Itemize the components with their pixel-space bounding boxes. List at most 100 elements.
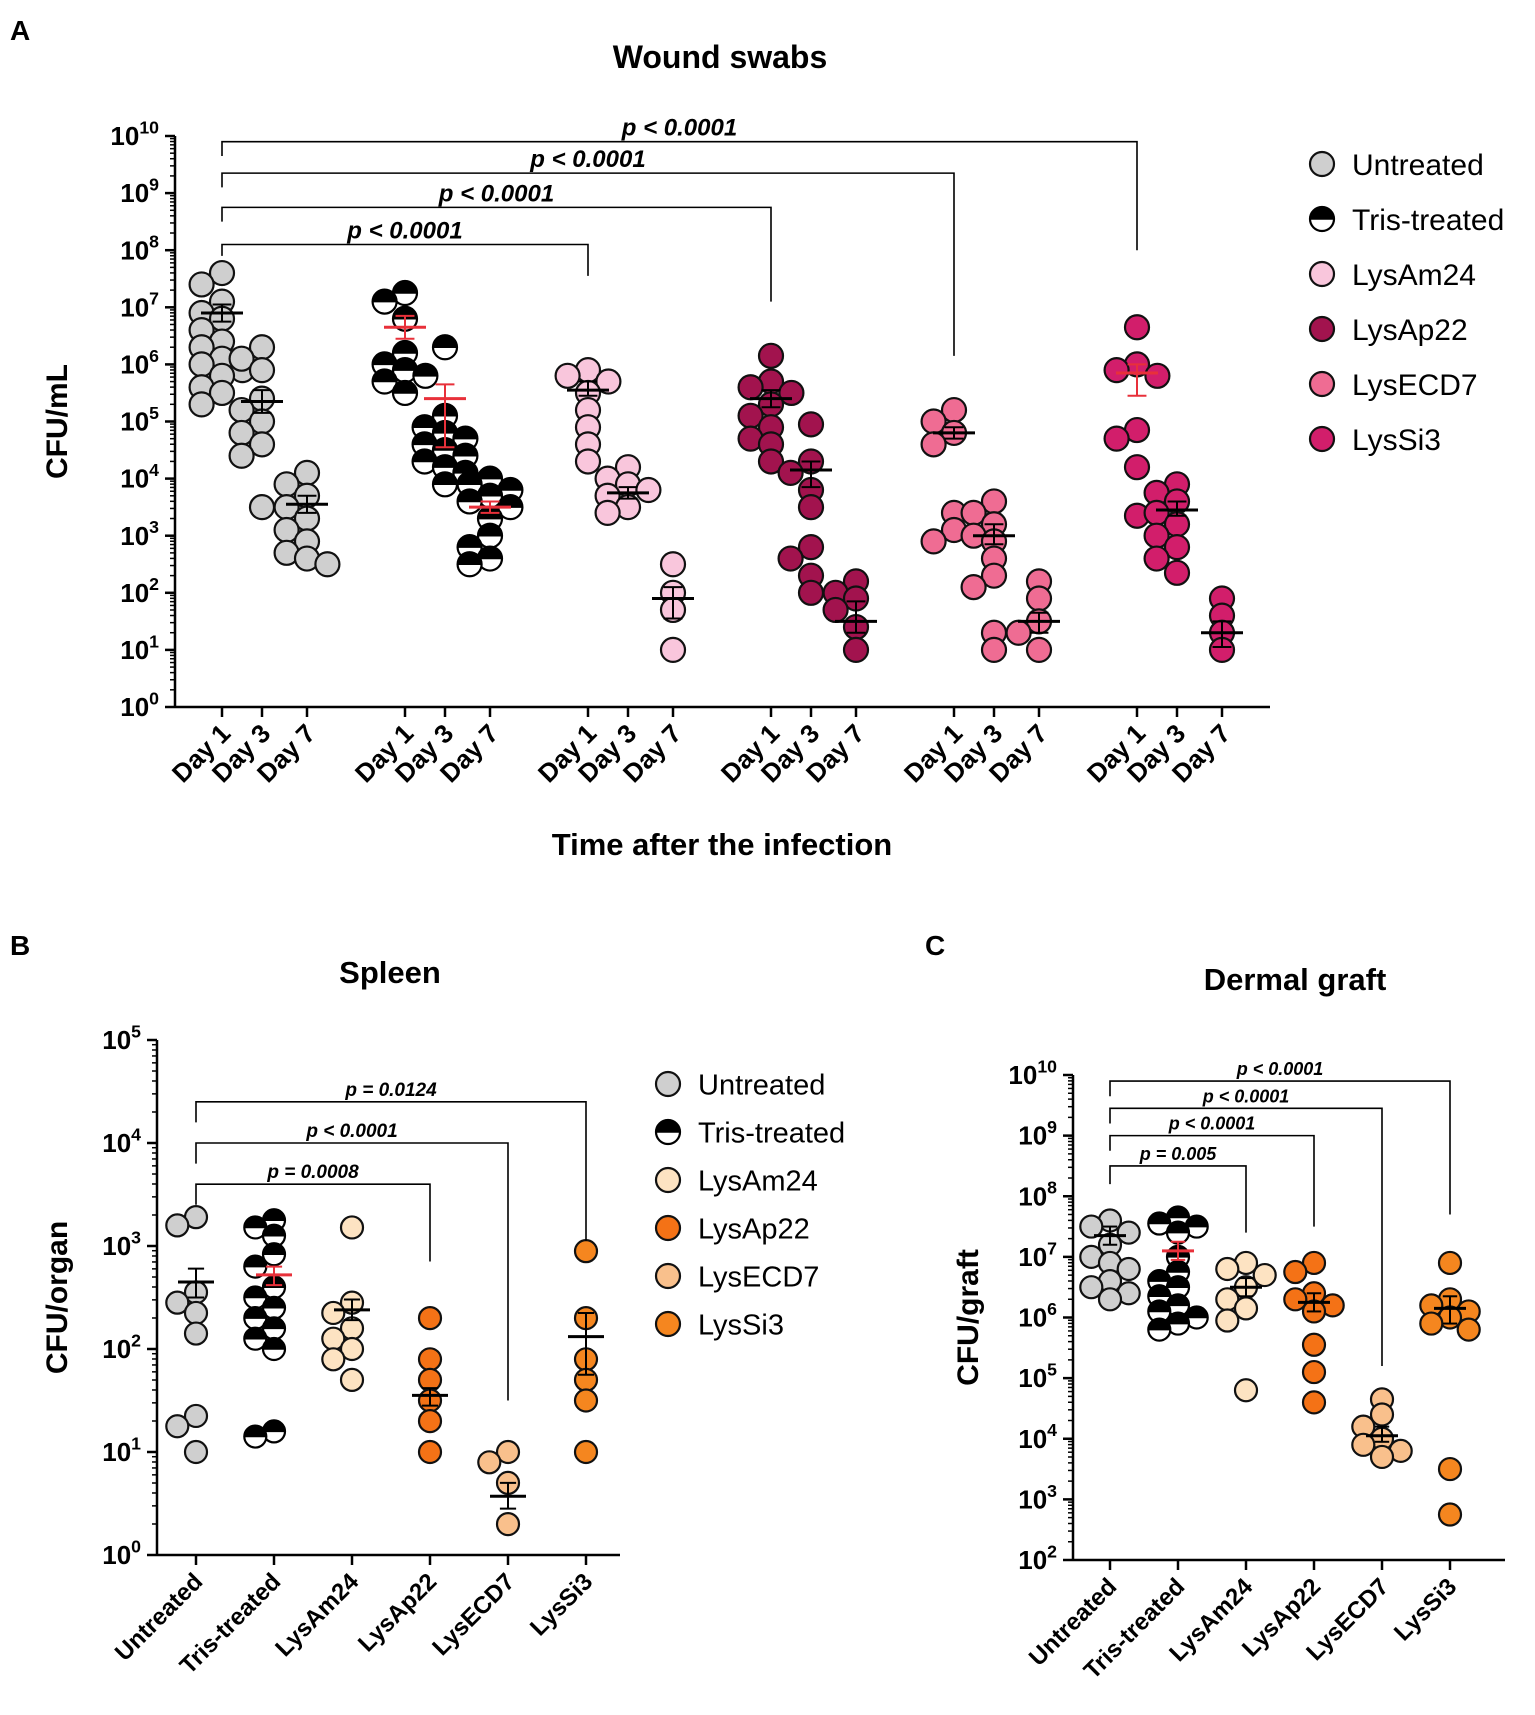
p-value-label: p < 0.0001: [1168, 1114, 1256, 1134]
data-point: [1184, 1214, 1209, 1239]
legend-marker: [654, 1214, 682, 1242]
mean-sem-bar: [424, 383, 466, 449]
mean-sem-bar: [1156, 500, 1198, 517]
data-point: [1437, 1456, 1463, 1482]
mean-sem-bar: [1162, 1240, 1194, 1261]
data-point: [417, 1347, 443, 1372]
data-point: [757, 448, 785, 475]
data-point: [188, 391, 215, 418]
data-point: [248, 431, 276, 458]
data-point: [1079, 1214, 1104, 1239]
data-point: [411, 448, 438, 475]
panel-b-spleen: Spleen 100 101 102 103 104 105 CFU/organ Untreat…: [41, 955, 845, 1680]
data-point: [737, 374, 764, 401]
data-point: [339, 1336, 365, 1362]
group-lyssi3: [1103, 314, 1243, 664]
data-point: [417, 1439, 443, 1465]
comparison-bracket: p < 0.0001: [221, 180, 772, 302]
data-point: [228, 345, 255, 372]
data-point: [417, 1305, 443, 1331]
data-point: [1165, 1220, 1191, 1245]
data-point: [248, 494, 276, 521]
mean-sem-bar: [973, 523, 1015, 546]
group-lysecd7: [920, 396, 1060, 664]
data-point: [495, 1511, 521, 1537]
mean-sem-bar: [607, 486, 649, 500]
data-point: [495, 1439, 521, 1465]
data-point: [1147, 1211, 1172, 1236]
mean-sem-bar: [1018, 611, 1060, 634]
legend-marker: [654, 1118, 682, 1146]
data-point: [980, 562, 1008, 589]
y-tick-label: 105: [102, 1021, 141, 1055]
data-point: [248, 357, 276, 384]
data-point: [757, 342, 785, 369]
y-tick-label: 107: [1018, 1238, 1057, 1272]
data-point: [797, 579, 825, 606]
group-lysap22: [737, 342, 877, 664]
data-point: [183, 1439, 209, 1465]
p-value-label: p < 0.0001: [621, 115, 737, 142]
data-point: [228, 442, 255, 469]
mean-sem-bar: [1366, 1425, 1398, 1443]
comparison-bracket: p = 0.0008: [195, 1162, 431, 1262]
data-point: [594, 499, 621, 526]
group-untreated: [165, 1205, 214, 1465]
y-tick-label: 108: [120, 232, 159, 266]
x-tick-label: LysECD7: [427, 1568, 520, 1661]
data-point: [1437, 1502, 1463, 1527]
data-point: [1301, 1332, 1327, 1357]
y-tick-label: 104: [102, 1124, 141, 1158]
data-point: [573, 1388, 599, 1413]
group-lysam24: [554, 357, 694, 664]
data-point: [1437, 1250, 1463, 1276]
data-point: [165, 1414, 190, 1439]
data-point: [797, 494, 825, 521]
mean-sem-bar: [412, 1387, 448, 1407]
data-point: [1005, 619, 1032, 646]
group-lysecd7: [1351, 1387, 1413, 1470]
data-point: [476, 545, 504, 572]
y-tick-label: 106: [1018, 1299, 1057, 1333]
legend-entry: LysECD7: [698, 1261, 819, 1293]
data-point: [1419, 1311, 1444, 1336]
mean-sem-bar: [1434, 1295, 1466, 1325]
legend-entry: Untreated: [1352, 149, 1484, 182]
data-point: [476, 522, 504, 549]
legend-entry: Tris-treated: [1352, 204, 1504, 237]
data-point: [777, 545, 804, 572]
data-point: [208, 259, 236, 287]
group-tris-treated: [1147, 1205, 1209, 1342]
p-value-label: p < 0.0001: [305, 1121, 397, 1142]
data-point: [391, 357, 419, 384]
data-point: [920, 431, 947, 458]
y-tick-label: 102: [1018, 1541, 1057, 1575]
data-point: [1369, 1444, 1395, 1470]
legend-entry: LysSi3: [1352, 424, 1441, 457]
data-point: [659, 551, 687, 578]
data-point: [980, 636, 1008, 664]
data-point: [243, 1215, 268, 1240]
legend-marker: [1308, 150, 1336, 178]
data-point: [574, 448, 602, 475]
data-point: [573, 1439, 599, 1465]
mean-sem-bar: [384, 314, 426, 340]
p-value-label: p = 0.0124: [344, 1080, 437, 1101]
data-point: [573, 1239, 599, 1264]
data-point: [183, 1300, 209, 1326]
data-point: [1283, 1287, 1308, 1312]
legend-entry: LysAp22: [698, 1213, 810, 1245]
p-value-label: p < 0.0001: [1236, 1059, 1324, 1079]
y-tick-label: 108: [1018, 1178, 1057, 1212]
mean-sem-bar: [256, 1265, 292, 1287]
chart-title: Dermal graft: [1204, 962, 1387, 997]
comparison-bracket: p < 0.0001: [1109, 1114, 1315, 1227]
data-point: [1215, 1256, 1240, 1282]
y-tick-label: 1010: [1008, 1056, 1057, 1090]
legend-marker: [654, 1070, 682, 1098]
data-point: [165, 1290, 190, 1315]
comparison-bracket: p < 0.0001: [221, 146, 955, 356]
mean-sem-bar: [1094, 1225, 1126, 1246]
data-point: [920, 528, 947, 555]
p-value-label: p = 0.0008: [266, 1162, 359, 1183]
